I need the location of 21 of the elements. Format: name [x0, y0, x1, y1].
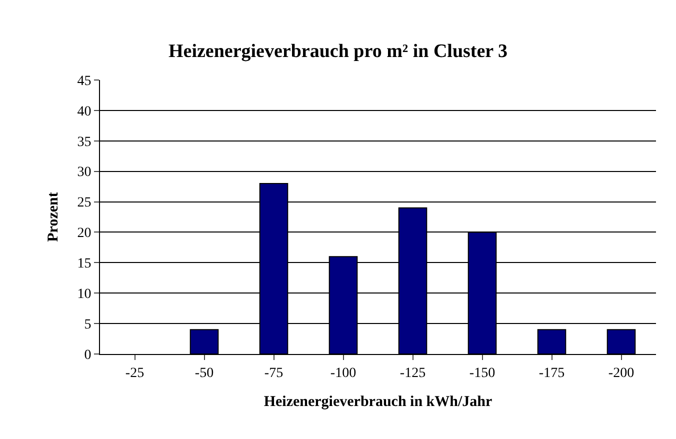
x-axis-title: Heizenergieverbrauch in kWh/Jahr — [264, 394, 492, 410]
x-tick-label: -50 — [194, 366, 214, 381]
y-tick-label: 0 — [84, 348, 92, 363]
y-tick-label: 20 — [77, 226, 92, 242]
y-tick-label: 35 — [77, 134, 92, 150]
y-axis-title: Prozent — [45, 192, 62, 242]
x-tick-label: -200 — [608, 366, 634, 381]
x-tick-label: -100 — [330, 366, 356, 381]
x-tick-label: -125 — [400, 366, 426, 381]
y-tick-label: 5 — [84, 317, 92, 332]
chart-title: Heizenergieverbrauch pro m² in Cluster 3 — [168, 41, 508, 62]
x-tick-label: -150 — [469, 366, 496, 381]
y-tick-label: 45 — [77, 74, 92, 89]
x-tick-label: -75 — [264, 366, 284, 381]
y-tick-label: 30 — [77, 165, 92, 180]
y-tick-label: 10 — [77, 287, 92, 302]
y-tick-label: 40 — [77, 104, 92, 120]
x-tick-label: -175 — [538, 366, 565, 381]
y-tick-label: 25 — [77, 196, 92, 211]
x-tick-label: -25 — [125, 366, 144, 381]
y-tick-label: 15 — [77, 256, 92, 272]
